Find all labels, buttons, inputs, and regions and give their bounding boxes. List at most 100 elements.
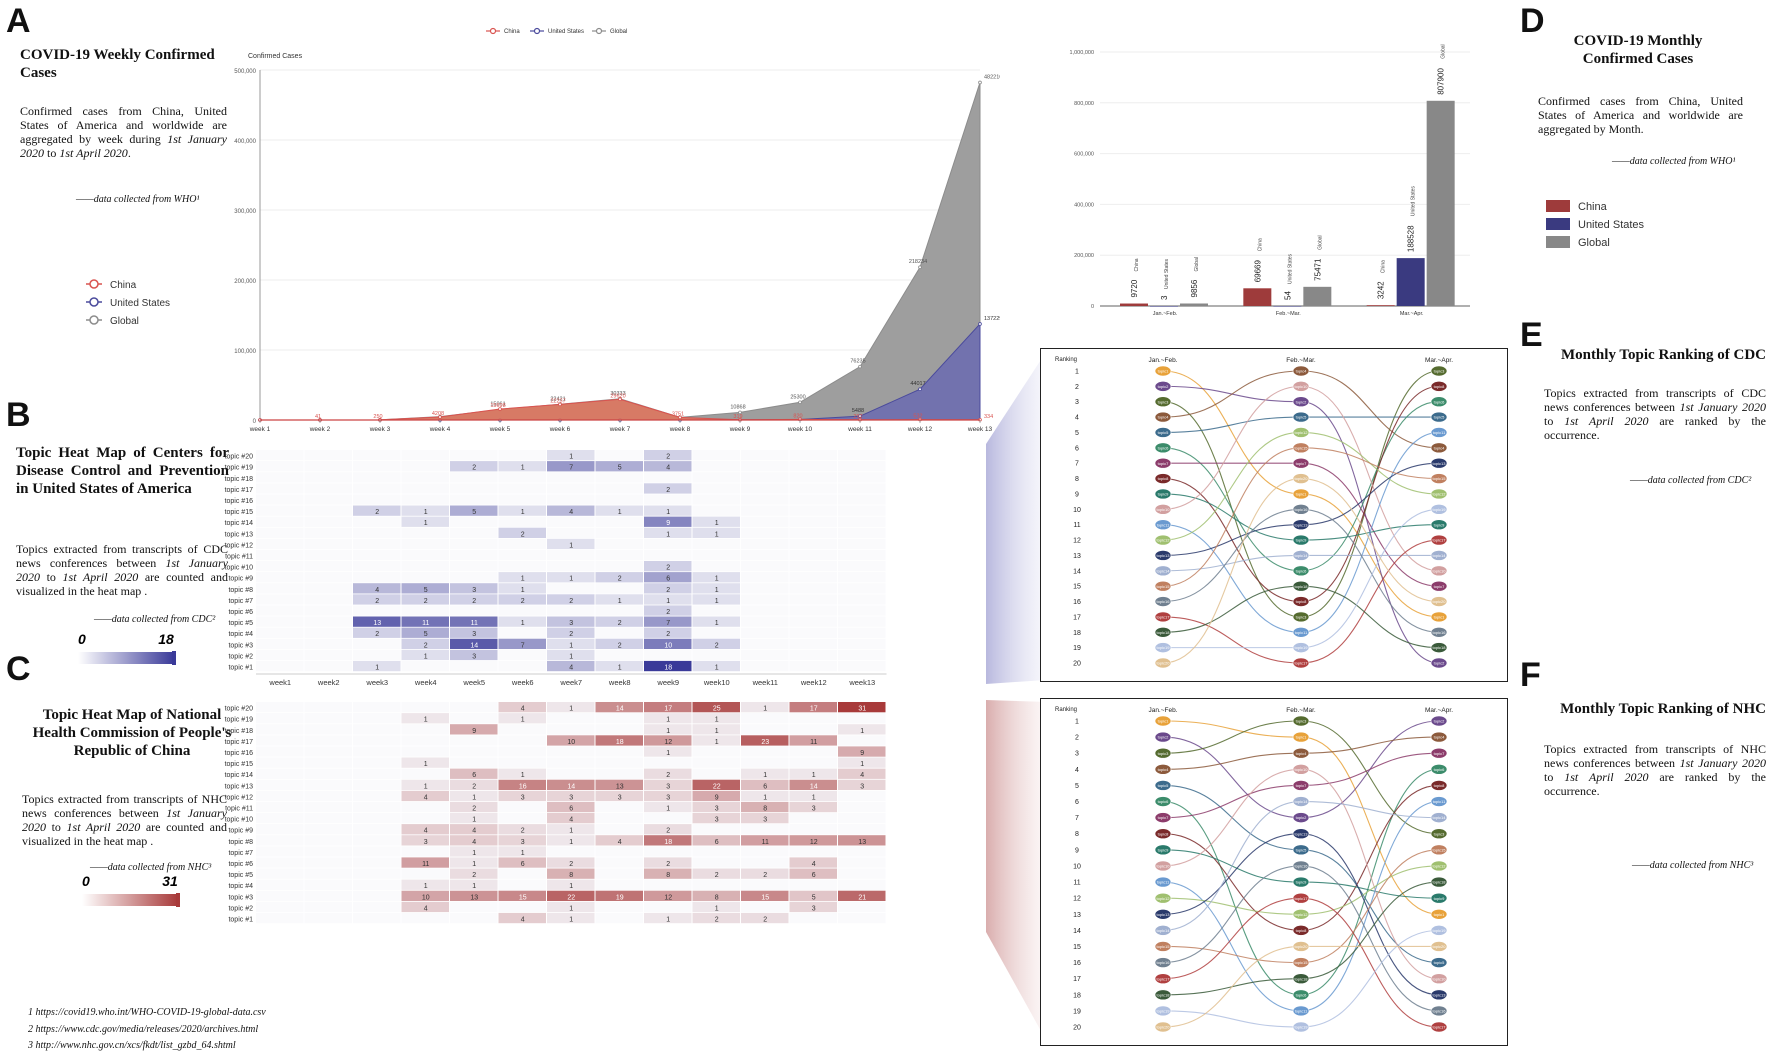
panel-b-note: ——data collected from CDC² bbox=[94, 614, 216, 625]
scale-max: 18 bbox=[158, 631, 174, 647]
topic-node bbox=[1292, 1005, 1310, 1017]
heatmap-cell bbox=[401, 649, 449, 661]
heatmap-cell bbox=[595, 516, 643, 527]
heatmap-cell-label: 1 bbox=[715, 620, 719, 627]
x-tick-label: week 1 bbox=[249, 426, 271, 433]
heatmap-cell-label: 1 bbox=[715, 531, 719, 538]
heatmap-cell bbox=[595, 450, 643, 461]
panel-f-title: Monthly Topic Ranking of NHC bbox=[1560, 701, 1766, 717]
topic-node bbox=[1154, 596, 1172, 607]
heatmap-cell-label: 1 bbox=[424, 783, 428, 790]
heatmap-cell-label: 7 bbox=[666, 620, 670, 627]
heatmap-cell bbox=[353, 801, 401, 813]
rank-label: 2 bbox=[1075, 384, 1079, 391]
heatmap-cell bbox=[838, 583, 886, 594]
heatmap-cell bbox=[401, 724, 449, 735]
heatmap-cell bbox=[692, 779, 740, 790]
heatmap-cell bbox=[789, 779, 837, 790]
heatmap-cell bbox=[498, 735, 546, 746]
y-tick-label: topic #9 bbox=[228, 576, 253, 583]
heatmap-cell bbox=[304, 561, 352, 572]
heatmap-cell bbox=[547, 638, 595, 649]
data-label: 30333 bbox=[610, 391, 625, 397]
heatmap-cell bbox=[595, 846, 643, 857]
topic-node bbox=[1292, 844, 1310, 856]
topic-node-label: topic2 bbox=[1296, 815, 1307, 820]
heatmap-cell bbox=[692, 516, 740, 527]
heatmap-cell bbox=[741, 660, 789, 672]
cdc-ranking-bump-chart: Ranking1234567891011121314151617181920Ja… bbox=[1055, 357, 1453, 669]
heatmap-cell-label: 2 bbox=[666, 828, 670, 835]
heatmap-cell bbox=[789, 824, 837, 835]
heatmap-cell bbox=[256, 472, 304, 483]
y-tick-label: topic #12 bbox=[225, 794, 254, 801]
heatmap-cell bbox=[692, 605, 740, 616]
heatmap-cell bbox=[498, 868, 546, 879]
heatmap-cell bbox=[838, 516, 886, 527]
topic-node bbox=[1154, 534, 1172, 546]
heatmap-cell bbox=[692, 768, 740, 779]
heatmap-cell-label: 1 bbox=[715, 598, 719, 605]
heatmap-cell-label: 11 bbox=[810, 739, 817, 746]
topic-node-label: topic15 bbox=[1433, 847, 1447, 852]
nhc-color-scale: 0 31 bbox=[82, 873, 180, 907]
rank-label: 9 bbox=[1075, 847, 1079, 854]
legend-label-global: Global bbox=[110, 316, 139, 327]
heatmap-cell-label: 1 bbox=[424, 653, 428, 660]
bar-china bbox=[1243, 288, 1272, 306]
heatmap-cell bbox=[838, 735, 886, 746]
rank-label: 1 bbox=[1075, 719, 1079, 726]
heatmap-cell bbox=[304, 572, 352, 583]
heatmap-cell bbox=[547, 561, 595, 572]
heatmap-cell bbox=[741, 702, 789, 713]
topic-node-label: topic6 bbox=[1158, 445, 1169, 450]
y-tick-label: topic #18 bbox=[225, 476, 254, 483]
topic-node-label: topic15 bbox=[1157, 944, 1171, 949]
heatmap-cell-label: 1 bbox=[569, 454, 573, 461]
heatmap-cell bbox=[304, 846, 352, 857]
heatmap-cell bbox=[401, 450, 449, 461]
topic-node-label: topic1 bbox=[1296, 492, 1307, 497]
heatmap-cell-label: 3 bbox=[763, 817, 767, 824]
y-tick-label: topic #13 bbox=[225, 783, 254, 790]
heatmap-cell bbox=[450, 605, 498, 616]
heatmap-cell bbox=[838, 912, 886, 924]
heatmap-cell bbox=[353, 561, 401, 572]
heatmap-cell bbox=[401, 912, 449, 924]
heatmap-cell-label: 9 bbox=[472, 728, 476, 735]
heatmap-cell bbox=[498, 801, 546, 813]
heatmap-cell bbox=[789, 483, 837, 494]
heatmap-cell bbox=[741, 868, 789, 879]
data-point bbox=[978, 80, 982, 85]
heatmap-cell-label: 9 bbox=[715, 794, 719, 801]
heatmap-cell bbox=[644, 605, 692, 616]
topic-node-label: topic17 bbox=[1157, 976, 1171, 981]
heatmap-cell bbox=[256, 572, 304, 583]
topic-node bbox=[1430, 611, 1448, 623]
topic-node-label: topic1 bbox=[1434, 614, 1445, 619]
topic-node bbox=[1154, 796, 1172, 807]
topic-node bbox=[1154, 442, 1172, 454]
topic-node bbox=[1430, 642, 1448, 653]
scale-cap bbox=[172, 651, 176, 665]
heatmap-cell-label: 2 bbox=[666, 587, 670, 594]
rank-label: 15 bbox=[1073, 944, 1081, 951]
data-point bbox=[918, 387, 922, 391]
heatmap-cell bbox=[256, 912, 304, 924]
heatmap-cell-label: 1 bbox=[715, 587, 719, 594]
data-label: 5488 bbox=[852, 408, 864, 414]
heatmap-cell bbox=[838, 572, 886, 583]
topic-node-label: topic19 bbox=[1157, 645, 1171, 650]
heatmap-cell-label: 10 bbox=[664, 642, 672, 649]
topic-node-label: topic13 bbox=[1295, 831, 1309, 836]
rank-label: 1 bbox=[1075, 369, 1079, 376]
heatmap-cell-label: 1 bbox=[472, 850, 476, 857]
heatmap-cell bbox=[450, 561, 498, 572]
heatmap-cell-label: 4 bbox=[424, 905, 428, 912]
heatmap-cell bbox=[692, 735, 740, 746]
heatmap-cell-label: 3 bbox=[472, 653, 476, 660]
rank-label: 19 bbox=[1073, 1008, 1081, 1015]
legend-label: United States bbox=[548, 29, 584, 35]
nhc-ranking-bump-chart: Ranking1234567891011121314151617181920Ja… bbox=[1055, 707, 1453, 1033]
heatmap-cell bbox=[401, 494, 449, 505]
